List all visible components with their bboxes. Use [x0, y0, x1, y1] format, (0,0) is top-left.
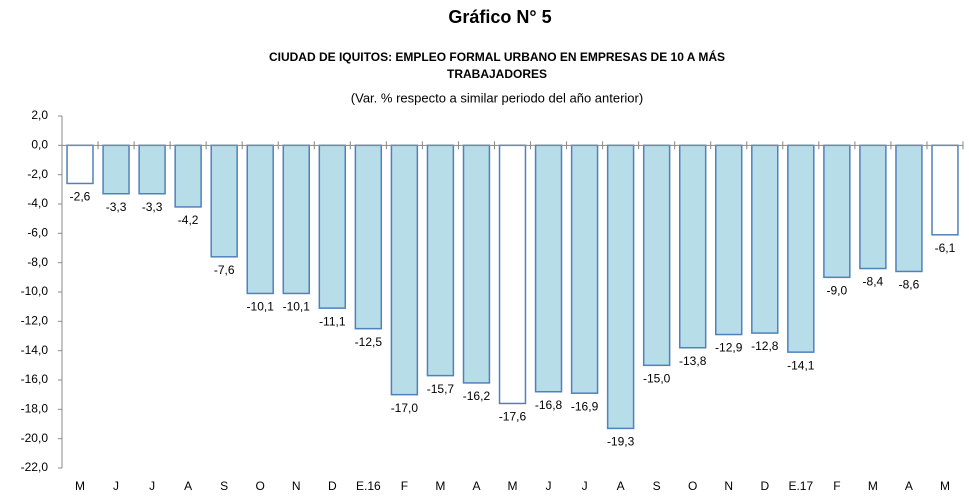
value-label: -16,9 [571, 399, 599, 413]
value-label: -10,1 [283, 300, 311, 314]
x-tick-label: J [149, 479, 155, 493]
value-label: -3,3 [142, 200, 163, 214]
value-label: -8,4 [863, 275, 884, 289]
bar [318, 144, 347, 309]
bar [787, 144, 815, 353]
bar [606, 144, 635, 430]
y-tick-label: -14,0 [21, 343, 49, 357]
x-tick-label: N [724, 479, 733, 493]
x-tick-label: M [940, 479, 950, 493]
value-label: -12,9 [715, 341, 743, 355]
x-tick-label: J [582, 479, 588, 493]
y-tick-label: -16,0 [21, 372, 49, 386]
bar [282, 144, 310, 295]
x-tick-label: D [328, 479, 337, 493]
chart-subtitle: CIUDAD DE IQUITOS: EMPLEO FORMAL URBANO … [269, 49, 725, 64]
x-tick-label: E.16 [356, 479, 381, 493]
bar [390, 144, 419, 396]
y-tick-label: -22,0 [21, 460, 49, 474]
y-tick-label: -6,0 [27, 226, 48, 240]
x-tick-label: S [220, 479, 228, 493]
x-tick-label: F [833, 479, 840, 493]
bar [174, 144, 202, 208]
value-label: -3,3 [106, 200, 127, 214]
bar [751, 144, 779, 334]
chart-title: Gráfico N° 5 [448, 7, 551, 27]
value-label: -4,2 [178, 213, 199, 227]
x-tick-label: N [292, 479, 301, 493]
x-tick-label: A [905, 479, 913, 493]
y-tick-label: -18,0 [21, 402, 49, 416]
x-tick-label: S [653, 479, 661, 493]
value-label: -17,0 [391, 401, 419, 415]
value-label: -8,6 [899, 278, 920, 292]
x-tick-label: A [617, 479, 625, 493]
bar [66, 144, 94, 185]
y-tick-label: -8,0 [27, 255, 48, 269]
bar [210, 144, 238, 258]
bar [426, 144, 455, 377]
bar [246, 144, 274, 295]
value-label: -12,8 [751, 339, 779, 353]
x-tick-label: M [435, 479, 445, 493]
x-tick-label: M [508, 479, 518, 493]
y-tick-label: -2,0 [27, 167, 48, 181]
x-tick-label: E.17 [788, 479, 813, 493]
value-label: -13,8 [679, 354, 707, 368]
bar [570, 144, 599, 394]
bar [462, 144, 491, 384]
x-tick-label: M [75, 479, 85, 493]
chart-note: (Var. % respecto a similar periodo del a… [351, 90, 643, 105]
value-label: -16,2 [463, 389, 491, 403]
y-tick-label: -12,0 [21, 314, 49, 328]
value-label: -19,3 [607, 435, 635, 449]
bar [642, 144, 671, 367]
chart-subtitle: TRABAJADORES [447, 67, 547, 81]
x-tick-label: O [256, 479, 265, 493]
y-tick-label: 2,0 [31, 108, 48, 122]
bar [715, 144, 743, 336]
value-label: -6,1 [935, 241, 956, 255]
bar [859, 144, 887, 270]
x-tick-label: J [113, 479, 119, 493]
value-label: -11,1 [319, 314, 346, 328]
bar [534, 144, 563, 393]
bar [678, 144, 707, 349]
value-label: -12,5 [355, 335, 383, 349]
bar [823, 144, 851, 279]
x-tick-label: F [401, 479, 408, 493]
x-tick-label: J [546, 479, 552, 493]
value-label: -16,8 [535, 398, 563, 412]
y-tick-label: -10,0 [21, 284, 49, 298]
x-tick-label: A [184, 479, 192, 493]
value-label: -7,6 [214, 263, 235, 277]
value-label: -15,0 [643, 372, 671, 386]
y-tick-label: -20,0 [21, 431, 49, 445]
x-tick-label: A [472, 479, 480, 493]
value-label: -14,1 [787, 358, 815, 372]
y-tick-label: 0,0 [31, 138, 48, 152]
value-label: -10,1 [247, 300, 275, 314]
y-tick-label: -4,0 [27, 196, 48, 210]
value-label: -2,6 [70, 190, 91, 204]
x-tick-label: D [760, 479, 769, 493]
x-tick-label: O [688, 479, 697, 493]
bar [895, 144, 923, 273]
x-tick-label: M [868, 479, 878, 493]
value-label: -17,6 [499, 410, 527, 424]
bar [354, 144, 383, 330]
bar [498, 144, 527, 405]
bar [102, 144, 130, 195]
value-label: -15,7 [427, 382, 455, 396]
bar [931, 144, 959, 236]
value-label: -9,0 [827, 284, 848, 298]
bar [138, 144, 166, 195]
